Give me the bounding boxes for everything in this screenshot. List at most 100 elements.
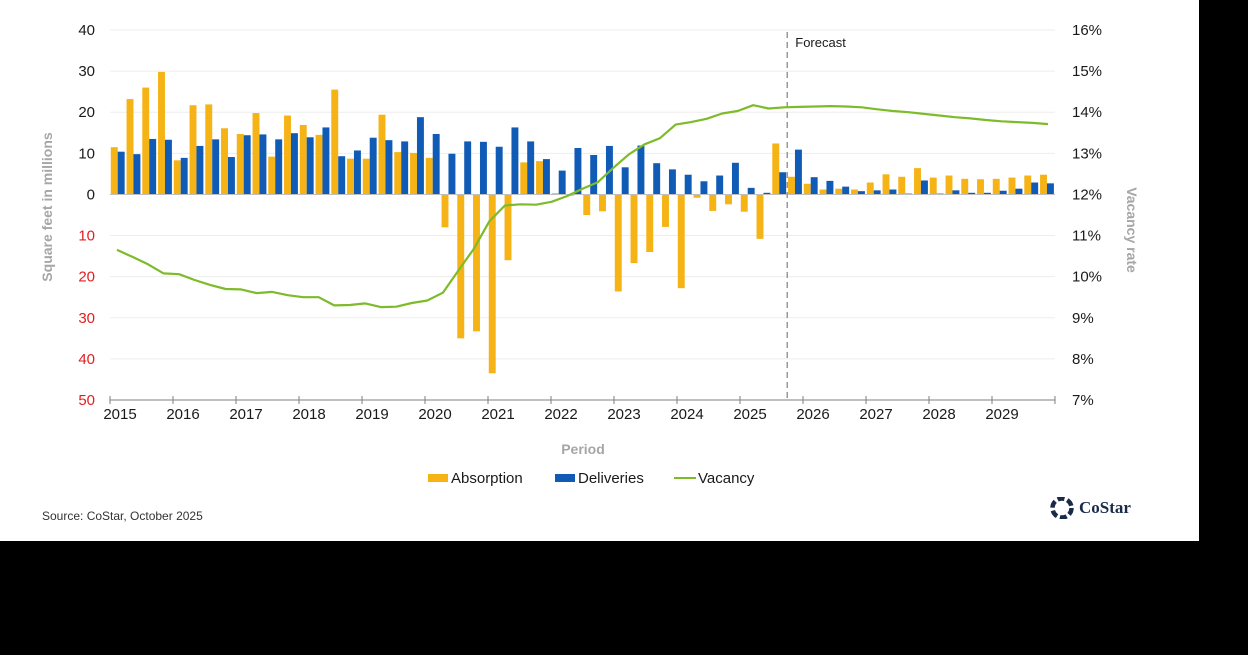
deliveries-bar (826, 180, 834, 195)
absorption-bar (173, 160, 181, 195)
absorption-bar (772, 143, 780, 195)
x-tick-label: 2027 (859, 406, 892, 423)
x-tick-label: 2025 (733, 406, 766, 423)
deliveries-bar (684, 174, 692, 195)
deliveries-bar (495, 146, 503, 195)
absorption-bar (914, 168, 921, 195)
absorption-bar (882, 174, 890, 195)
deliveries-bar (306, 137, 314, 195)
legend-label-deliveries: Deliveries (578, 470, 644, 487)
y-left-tick-label: 30 (78, 310, 95, 327)
deliveries-bar (196, 145, 204, 195)
x-tick-label: 2022 (544, 406, 577, 423)
deliveries-bar (889, 189, 897, 195)
deliveries-bar (1046, 183, 1054, 195)
absorption-bar (110, 147, 118, 195)
y-right-tick-label: 16% (1072, 22, 1102, 39)
absorption-bar (378, 114, 386, 195)
y-left-tick-labels: 40 30 20 10 0 10 20 30 40 50 (78, 22, 95, 409)
legend-swatch-deliveries (555, 474, 575, 482)
deliveries-bar (479, 141, 487, 195)
x-tick-label: 2029 (985, 406, 1018, 423)
absorption-bar (551, 193, 559, 195)
deliveries-bar (621, 167, 629, 195)
y-left-tick-label: 0 (87, 186, 95, 203)
deliveries-bar (527, 141, 535, 195)
absorption-bar (693, 194, 701, 198)
legend-swatch-absorption (428, 474, 448, 482)
absorption-bar (236, 134, 244, 195)
deliveries-bar (290, 133, 298, 195)
absorption-bar (756, 194, 764, 239)
legend: Absorption Deliveries Vacancy (428, 470, 755, 487)
deliveries-bar (164, 139, 172, 195)
deliveries-bar (212, 139, 220, 195)
y-left-tick-label: 50 (78, 392, 95, 409)
absorption-bar (536, 161, 543, 195)
y-left-tick-label: 30 (78, 63, 95, 80)
absorption-bar (252, 113, 260, 195)
deliveries-bar (873, 190, 881, 195)
absorption-bar (362, 158, 370, 195)
x-tick-label: 2028 (922, 406, 955, 423)
absorption-bar (126, 99, 134, 195)
costar-logo-text: CoStar (1079, 498, 1131, 517)
absorption-bar (1008, 177, 1016, 195)
deliveries-bars (117, 117, 1054, 195)
y-left-tick-label: 20 (78, 104, 95, 121)
deliveries-bar (653, 163, 661, 195)
y2-axis-title: Vacancy rate (1124, 187, 1140, 273)
absorption-bar (725, 194, 732, 205)
deliveries-bar (227, 157, 235, 195)
x-axis-title: Period (561, 441, 605, 457)
costar-logo-icon (1050, 497, 1074, 519)
deliveries-bar (542, 159, 550, 195)
absorption-bar (977, 179, 984, 195)
absorption-bar (630, 194, 638, 264)
deliveries-bar (401, 141, 409, 195)
absorption-bar (961, 178, 969, 195)
absorption-bar (284, 115, 291, 195)
absorption-bar (425, 157, 433, 195)
x-tick-label: 2018 (292, 406, 325, 423)
absorption-bar (488, 194, 496, 374)
y-right-tick-label: 10% (1072, 269, 1102, 286)
absorption-bar (315, 134, 323, 195)
deliveries-bar (716, 175, 724, 195)
absorption-bar (441, 194, 449, 228)
deliveries-bar (180, 157, 188, 195)
deliveries-bar (338, 156, 346, 195)
absorption-bar (504, 194, 512, 261)
y-right-tick-label: 8% (1072, 351, 1094, 368)
chart-svg: Forecast 40 30 20 10 0 10 20 30 40 50 16% 15% 14% 13… (39, 22, 1140, 487)
deliveries-bar (385, 140, 393, 195)
deliveries-bar (149, 138, 157, 195)
costar-logo: CoStar (1050, 497, 1131, 519)
deliveries-bar (668, 169, 676, 195)
y-left-tick-label: 40 (78, 351, 95, 368)
deliveries-bar (637, 145, 645, 195)
deliveries-bar (731, 162, 739, 195)
absorption-bar (646, 194, 654, 252)
x-tick-label: 2019 (355, 406, 388, 423)
deliveries-bar (432, 134, 440, 195)
deliveries-bar (983, 192, 991, 195)
absorption-bar (221, 128, 228, 195)
deliveries-bar (133, 154, 141, 195)
absorption-bar (898, 176, 906, 195)
absorption-bar (819, 189, 827, 195)
deliveries-bar (275, 139, 283, 195)
deliveries-bar (259, 134, 267, 195)
absorption-bar (473, 194, 480, 332)
x-tick-label: 2024 (670, 406, 703, 423)
absorption-bar (520, 162, 528, 195)
deliveries-bar (842, 186, 850, 195)
absorption-bar (158, 71, 165, 195)
y-right-tick-label: 14% (1072, 104, 1102, 121)
gridlines (110, 29, 1055, 401)
y-right-tick-labels: 16% 15% 14% 13% 12% 11% 10% 9% 8% 7% (1072, 22, 1102, 409)
x-tick-label: 2016 (166, 406, 199, 423)
y-right-tick-label: 9% (1072, 310, 1094, 327)
x-tick-label: 2026 (796, 406, 829, 423)
deliveries-bar (243, 135, 251, 195)
